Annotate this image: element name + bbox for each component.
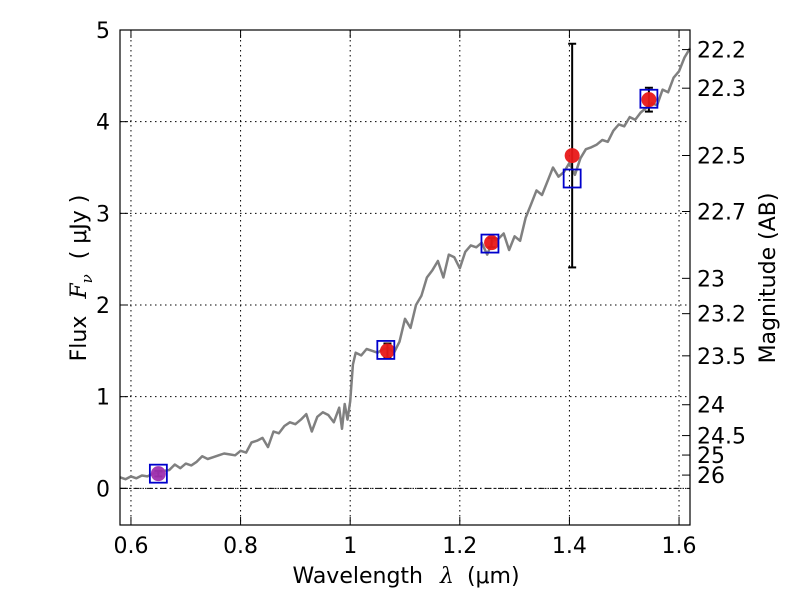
model-flux-square	[562, 168, 582, 189]
model-flux-square	[639, 88, 659, 109]
x-axis-title: Wavelength λ (μm)	[292, 564, 519, 589]
tick-labels-layer: 0.6 0.8 1 1.2 1.4 1.601234522.222.322.522.723…	[96, 19, 746, 559]
x-tick-label: 1.2	[442, 534, 477, 559]
y-axis-title-prefix: Flux	[67, 316, 92, 362]
magnitude-tick-label: 22.3	[697, 77, 746, 102]
y-axis-title-unit: ( μJy )	[67, 195, 92, 260]
magnitude-tick-label: 26	[697, 464, 725, 489]
model-flux-square	[480, 233, 500, 254]
x-tick-label: 1.6	[662, 534, 697, 559]
y-tick-label: 1	[96, 386, 110, 411]
axes-frame	[119, 29, 691, 526]
y-tick-label: 0	[96, 477, 110, 502]
magnitude-tick-label: 23	[697, 267, 725, 292]
magnitude-tick-label: 22.2	[697, 39, 746, 64]
magnitude-tick-label: 24.5	[697, 425, 746, 450]
magnitude-tick-label: 23.5	[697, 345, 746, 370]
model-flux-square	[376, 340, 396, 360]
spectrum-layer	[119, 47, 692, 481]
magnitude-axis-title: Magnitude (AB)	[756, 193, 781, 364]
y-axis-title-subscript: ν	[78, 274, 96, 283]
model-spectrum-line	[119, 47, 692, 481]
magnitude-tick-label: 24	[697, 394, 725, 419]
x-tick-label: 0.8	[223, 534, 258, 559]
x-axis-title-unit: (μm)	[467, 564, 520, 589]
x-tick-label: 1.4	[552, 534, 587, 559]
y-tick-label: 4	[96, 111, 110, 136]
observed-flux-point	[150, 466, 166, 482]
observed-flux-point	[564, 148, 580, 164]
x-tick-label: 1	[343, 534, 357, 559]
y-tick-label: 3	[96, 202, 110, 227]
x-axis-title-symbol: λ	[439, 564, 454, 589]
observed-flux-point	[641, 92, 657, 108]
model-flux-square	[148, 463, 168, 484]
magnitude-tick-label: 22.5	[697, 145, 746, 170]
observed-flux-point	[484, 235, 500, 251]
y-tick-label: 5	[96, 19, 110, 44]
observed-flux-point	[379, 343, 395, 359]
x-axis-title-prefix: Wavelength	[292, 564, 423, 589]
magnitude-tick-label: 22.7	[697, 201, 746, 226]
y-axis-title-symbol: F	[67, 283, 92, 300]
y-axis-title: Flux Fν ( μJy )	[67, 195, 98, 362]
ticks-layer	[120, 29, 690, 525]
magnitude-tick-label: 25	[697, 444, 725, 469]
markers-layer	[148, 42, 659, 484]
plot-frame	[120, 30, 690, 525]
x-tick-label: 0.6	[113, 534, 148, 559]
axes-border	[119, 29, 691, 526]
y-tick-label: 2	[96, 294, 110, 319]
magnitude-tick-label: 23.2	[697, 303, 746, 328]
